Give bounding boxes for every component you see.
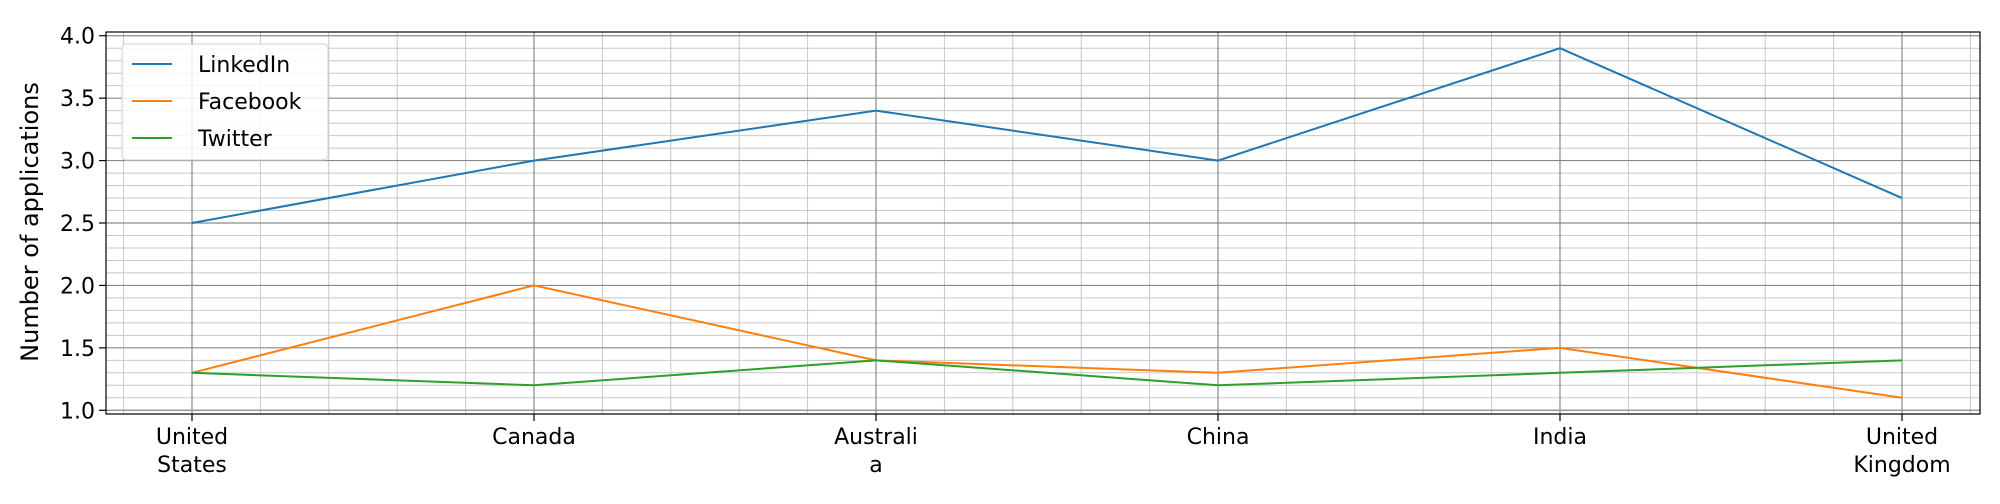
x-tick-label: Australi a [834, 425, 918, 478]
y-tick-label: 3.0 [60, 150, 95, 175]
y-tick-label: 1.5 [60, 337, 95, 362]
legend-label: Facebook [198, 90, 302, 115]
x-tick-label: Canada [492, 425, 576, 450]
x-tick-label: India [1533, 425, 1587, 450]
legend-label: Twitter [197, 127, 273, 152]
x-tick-label: United Kingdom [1853, 425, 1950, 478]
legend-label: LinkedIn [198, 53, 290, 78]
y-tick-label: 2.0 [60, 274, 95, 299]
y-axis-label: Number of applications [16, 82, 44, 362]
y-tick-label: 4.0 [60, 25, 95, 50]
series-line-facebook [192, 285, 1902, 397]
grid-layer [106, 32, 1980, 414]
y-tick-label: 3.5 [60, 87, 95, 112]
y-tick-label: 1.0 [60, 399, 95, 424]
y-tick-label: 2.5 [60, 212, 95, 237]
x-tick-label: China [1187, 425, 1250, 450]
legend: LinkedIn Facebook Twitter [122, 44, 328, 160]
x-tick-label: United States [156, 425, 228, 478]
